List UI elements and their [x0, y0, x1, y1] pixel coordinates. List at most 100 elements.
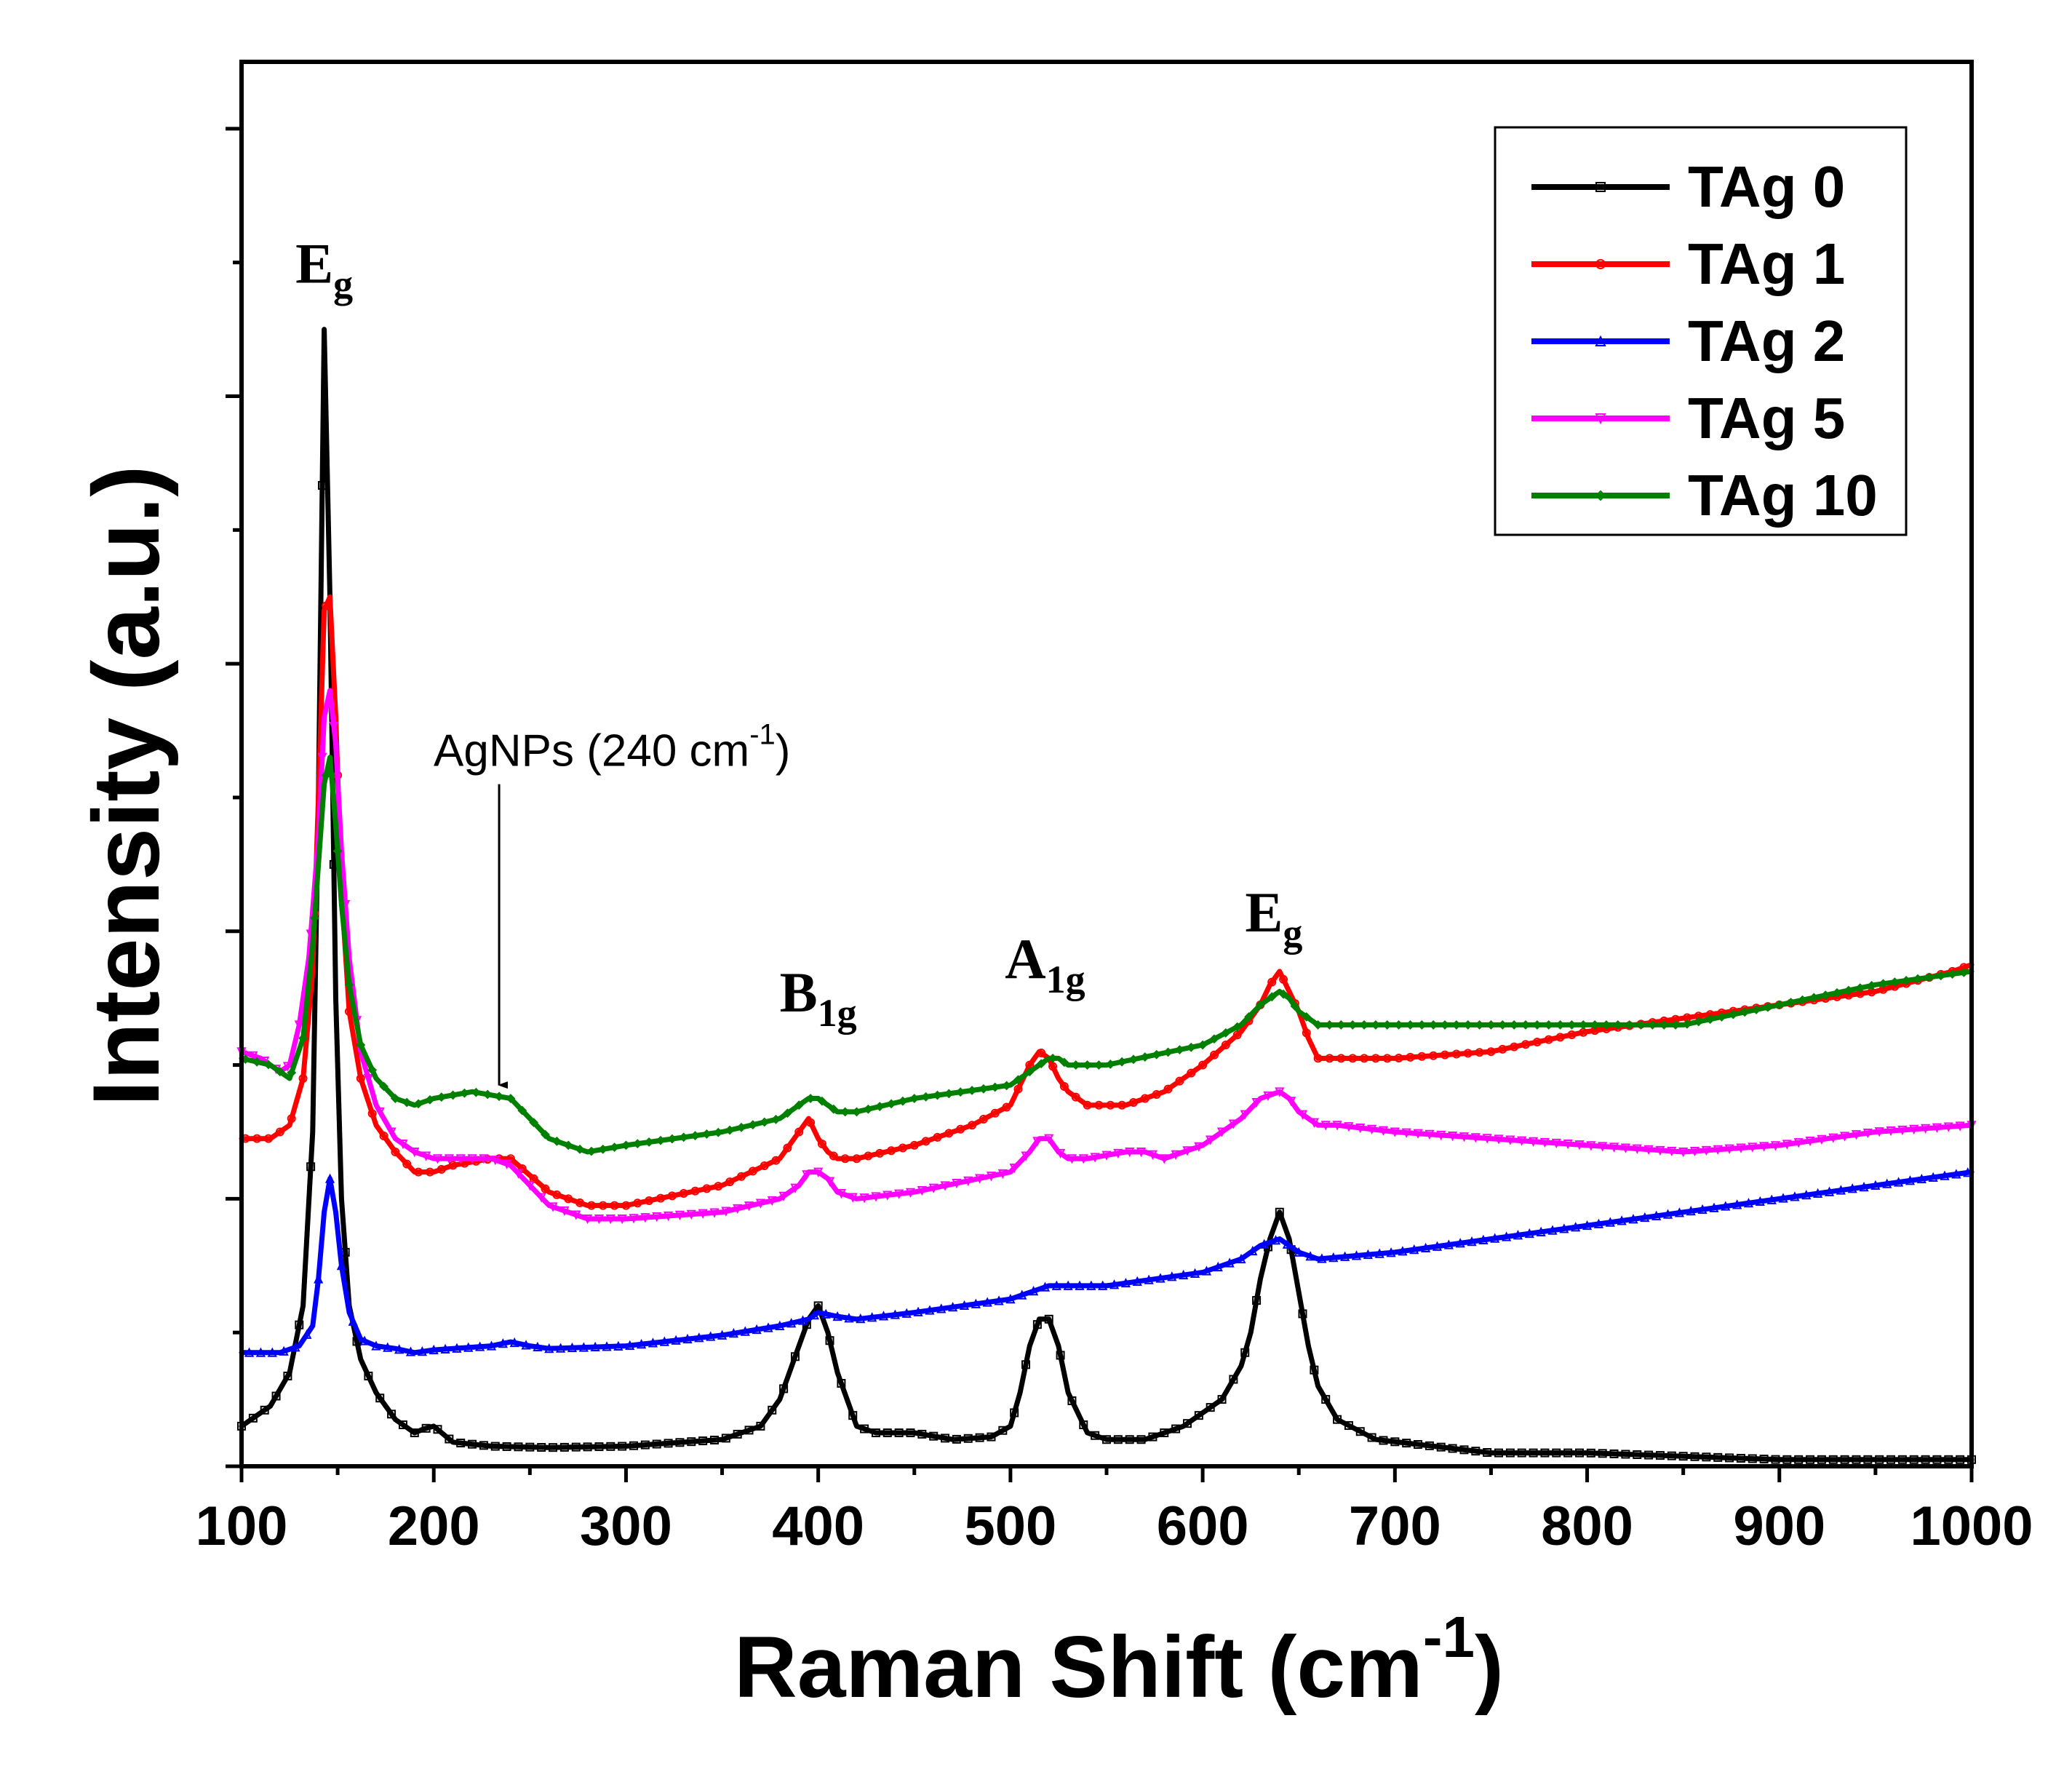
data-point-tag-2	[314, 1273, 324, 1284]
data-point-tag-0	[1828, 1455, 1838, 1464]
data-point-tag-5	[813, 1167, 824, 1177]
data-point-tag-2	[948, 1302, 958, 1312]
data-point-tag-0	[882, 1428, 892, 1438]
data-point-tag-10	[1774, 1000, 1785, 1010]
data-point-tag-1	[402, 1159, 412, 1169]
data-point-tag-5	[1874, 1127, 1884, 1137]
data-point-tag-2	[1432, 1241, 1443, 1251]
data-point-tag-0	[929, 1431, 939, 1441]
data-point-tag-10	[356, 1040, 366, 1050]
data-point-tag-0	[1148, 1432, 1157, 1442]
data-point-tag-10	[321, 770, 331, 780]
data-point-tag-1	[1106, 1100, 1115, 1110]
data-point-tag-10	[748, 1120, 758, 1130]
data-point-tag-2	[1259, 1239, 1270, 1249]
data-point-tag-5	[1701, 1145, 1711, 1156]
data-point-tag-2	[717, 1329, 728, 1340]
data-point-tag-0	[1956, 1455, 1965, 1464]
data-point-tag-2	[1940, 1170, 1950, 1180]
data-point-tag-0	[779, 1384, 789, 1394]
data-point-tag-2	[440, 1343, 450, 1353]
data-point-tag-10	[1867, 980, 1877, 990]
legend-entry-tag-1: TAg 1	[1531, 231, 1845, 296]
data-point-tag-10	[1601, 1020, 1611, 1030]
data-point-tag-0	[1932, 1455, 1942, 1464]
data-point-tag-10	[1613, 1020, 1623, 1030]
data-point-tag-10	[1670, 1020, 1681, 1030]
data-point-tag-10	[933, 1090, 942, 1100]
data-point-tag-0	[1725, 1453, 1734, 1463]
data-point-tag-2	[1305, 1251, 1315, 1261]
data-point-tag-5	[1539, 1137, 1550, 1148]
data-point-tag-10	[1221, 1028, 1231, 1038]
data-point-tag-10	[1232, 1022, 1243, 1032]
data-point-tag-0	[456, 1439, 466, 1448]
data-point-tag-0	[583, 1442, 592, 1452]
data-point-tag-0	[1032, 1320, 1042, 1329]
data-point-tag-0	[1540, 1448, 1550, 1458]
data-point-tag-10	[1820, 990, 1830, 1001]
data-point-tag-5	[294, 1020, 304, 1030]
data-point-tag-2	[1120, 1277, 1131, 1288]
data-point-tag-5	[755, 1198, 766, 1209]
data-point-tag-10	[1428, 1020, 1438, 1030]
data-point-tag-10	[679, 1132, 689, 1142]
data-point-tag-10	[1889, 977, 1900, 987]
data-point-tag-2	[405, 1346, 416, 1356]
data-point-tag-5	[997, 1169, 1008, 1180]
data-point-tag-1	[1002, 1102, 1011, 1112]
data-point-tag-1	[748, 1166, 757, 1176]
data-point-tag-2	[1847, 1183, 1857, 1193]
data-point-tag-10	[1152, 1049, 1162, 1060]
data-point-tag-10	[460, 1088, 469, 1098]
data-point-tag-5	[1459, 1132, 1470, 1142]
data-point-tag-5	[432, 1154, 443, 1164]
legend-marker	[1595, 490, 1606, 501]
data-point-tag-0	[1574, 1448, 1584, 1458]
series-line-tag-2	[239, 1169, 1975, 1356]
legend-label: TAg 0	[1688, 154, 1845, 219]
data-point-tag-0	[1690, 1452, 1700, 1461]
data-point-tag-0	[364, 1371, 373, 1380]
data-point-tag-5	[1332, 1121, 1342, 1131]
data-point-tag-10	[263, 1060, 274, 1070]
data-point-tag-5	[1782, 1140, 1792, 1150]
series-tag-2	[239, 1167, 1975, 1357]
data-point-tag-1	[610, 1201, 619, 1210]
data-point-tag-2	[1536, 1226, 1546, 1236]
data-point-tag-5	[1147, 1150, 1158, 1160]
data-point-tag-2	[1443, 1239, 1454, 1249]
data-point-tag-10	[967, 1086, 977, 1095]
data-point-tag-2	[832, 1311, 842, 1321]
data-point-tag-5	[1586, 1141, 1596, 1151]
data-point-tag-0	[1021, 1360, 1031, 1369]
data-point-tag-10	[1325, 1020, 1334, 1030]
data-point-tag-5	[1206, 1135, 1216, 1145]
data-point-tag-2	[1709, 1202, 1719, 1212]
data-point-tag-10	[1186, 1042, 1196, 1052]
data-point-tag-5	[1920, 1124, 1931, 1134]
data-point-tag-5	[1309, 1118, 1319, 1128]
data-point-tag-1	[633, 1198, 642, 1208]
data-point-tag-1	[921, 1137, 931, 1146]
x-tick-label: 100	[196, 1495, 288, 1557]
data-point-tag-0	[1806, 1455, 1815, 1464]
data-point-tag-5	[548, 1202, 558, 1212]
data-point-tag-1	[898, 1143, 907, 1153]
data-point-tag-10	[1578, 1020, 1588, 1030]
data-point-tag-2	[913, 1306, 923, 1316]
data-point-tag-10	[1763, 1002, 1773, 1012]
data-point-tag-5	[871, 1192, 881, 1202]
data-point-tag-10	[829, 1104, 839, 1114]
data-point-tag-2	[878, 1311, 889, 1321]
data-point-tag-1	[1463, 1049, 1473, 1058]
data-point-tag-2	[1190, 1268, 1200, 1278]
data-point-tag-2	[752, 1324, 762, 1335]
data-point-tag-1	[1521, 1040, 1531, 1049]
data-point-tag-0	[1136, 1435, 1146, 1444]
data-point-tag-10	[1209, 1034, 1219, 1044]
data-point-tag-5	[1943, 1122, 1953, 1132]
data-point-tag-5	[629, 1214, 639, 1224]
data-point-tag-5	[1159, 1154, 1169, 1164]
data-point-tag-10	[379, 1081, 388, 1092]
